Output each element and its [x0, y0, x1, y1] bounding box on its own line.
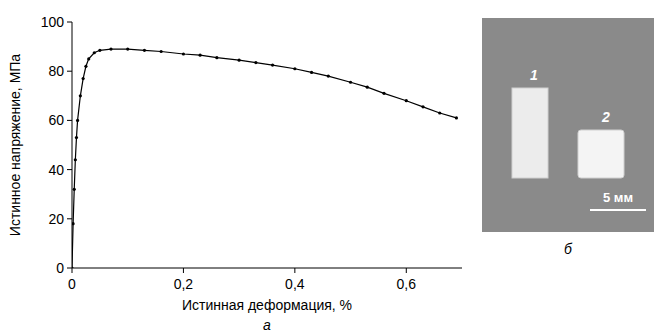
plot-area [72, 47, 458, 268]
y-tick [67, 218, 72, 219]
y-tick [67, 268, 72, 269]
y-tick [67, 169, 72, 170]
point [327, 75, 330, 78]
scale-bar-label: 5 мм [603, 190, 633, 205]
x-tick-label: 0,6 [397, 276, 417, 292]
point [366, 86, 369, 89]
point [73, 188, 76, 191]
y-tick [67, 22, 72, 23]
y-axis-title: Истинное напряжение, МПа [7, 54, 23, 237]
point [72, 222, 75, 225]
point [143, 49, 146, 52]
point [271, 63, 274, 66]
y-tick [67, 71, 72, 72]
specimen-label: 2 [601, 109, 610, 125]
y-tick-label: 80 [48, 63, 64, 79]
point [98, 49, 101, 52]
specimen-label: 1 [530, 67, 538, 83]
y-tick-label: 40 [48, 162, 64, 178]
specimen [512, 88, 548, 178]
point [455, 116, 458, 119]
point [254, 61, 257, 64]
axes: 0 20 40 60 80 100 0 0,2 0,4 0,6 Истинная деформаци… [7, 14, 462, 313]
point [93, 51, 96, 54]
point [76, 119, 79, 122]
point [72, 266, 74, 268]
x-tick [183, 268, 184, 273]
x-axis-title: Истинная деформация, % [182, 297, 352, 313]
y-tick-label: 0 [56, 260, 64, 276]
panel-label: б [564, 241, 573, 257]
point [126, 47, 129, 50]
x-tick [294, 268, 295, 273]
point [382, 92, 385, 95]
point [74, 158, 77, 161]
x-tick [72, 268, 73, 273]
point [84, 65, 87, 68]
point [310, 71, 313, 74]
point [75, 136, 78, 139]
point [109, 47, 112, 50]
y-tick-label: 100 [41, 14, 65, 30]
point [405, 99, 408, 102]
y-tick-label: 20 [48, 211, 64, 227]
photo-background [482, 18, 654, 232]
point [438, 111, 441, 114]
point [238, 59, 241, 62]
figure: 0 20 40 60 80 100 0 0,2 0,4 0,6 Истинная деформаци… [0, 0, 660, 336]
x-tick [406, 268, 407, 273]
x-tick-label: 0,4 [285, 276, 305, 292]
x-tick-label: 0,2 [174, 276, 194, 292]
point [160, 50, 163, 53]
point [79, 94, 82, 97]
curve [72, 49, 456, 268]
specimen [578, 130, 624, 178]
y-tick [67, 120, 72, 121]
point [182, 52, 185, 55]
y-tick-label: 60 [48, 112, 64, 128]
point [82, 77, 85, 80]
x-axis [72, 268, 462, 269]
point [349, 81, 352, 84]
point [199, 54, 202, 57]
point [215, 56, 218, 59]
point [293, 67, 296, 70]
point [87, 57, 90, 60]
panel-label: а [263, 317, 271, 333]
point [421, 105, 424, 108]
photo-panel: 1 2 5 мм [482, 18, 654, 232]
scale-bar [590, 209, 646, 211]
x-tick-label: 0 [68, 276, 76, 292]
